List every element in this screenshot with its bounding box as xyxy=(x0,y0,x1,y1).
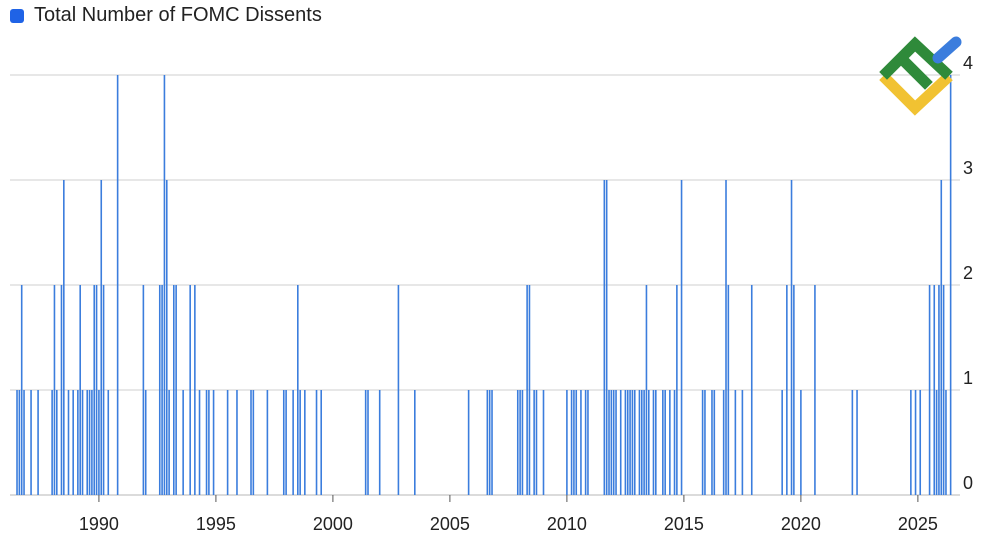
bars xyxy=(16,75,952,495)
y-tick-label-1: 1 xyxy=(963,368,973,388)
brand-logo xyxy=(879,36,962,116)
y-tick-label-3: 3 xyxy=(963,158,973,178)
legend: Total Number of FOMC Dissents xyxy=(10,4,322,27)
x-tick-label-1995: 1995 xyxy=(196,514,236,534)
y-tick-label-2: 2 xyxy=(963,263,973,283)
x-tick-label-2005: 2005 xyxy=(430,514,470,534)
x-tick-label-1990: 1990 xyxy=(79,514,119,534)
legend-swatch xyxy=(10,8,24,23)
x-axis-ticks: 1990 1995 2000 2005 2010 2015 2020 2025 xyxy=(79,495,938,534)
x-tick-label-2000: 2000 xyxy=(313,514,353,534)
y-tick-label-0: 0 xyxy=(963,473,973,493)
y-axis-ticks: 0 1 2 3 4 xyxy=(963,53,973,493)
x-tick-label-2015: 2015 xyxy=(664,514,704,534)
x-tick-label-2025: 2025 xyxy=(898,514,938,534)
legend-label: Total Number of FOMC Dissents xyxy=(34,4,322,26)
x-tick-label-2010: 2010 xyxy=(547,514,587,534)
y-tick-label-4: 4 xyxy=(963,53,973,73)
gridlines xyxy=(10,74,960,496)
x-tick-label-2020: 2020 xyxy=(781,514,821,534)
